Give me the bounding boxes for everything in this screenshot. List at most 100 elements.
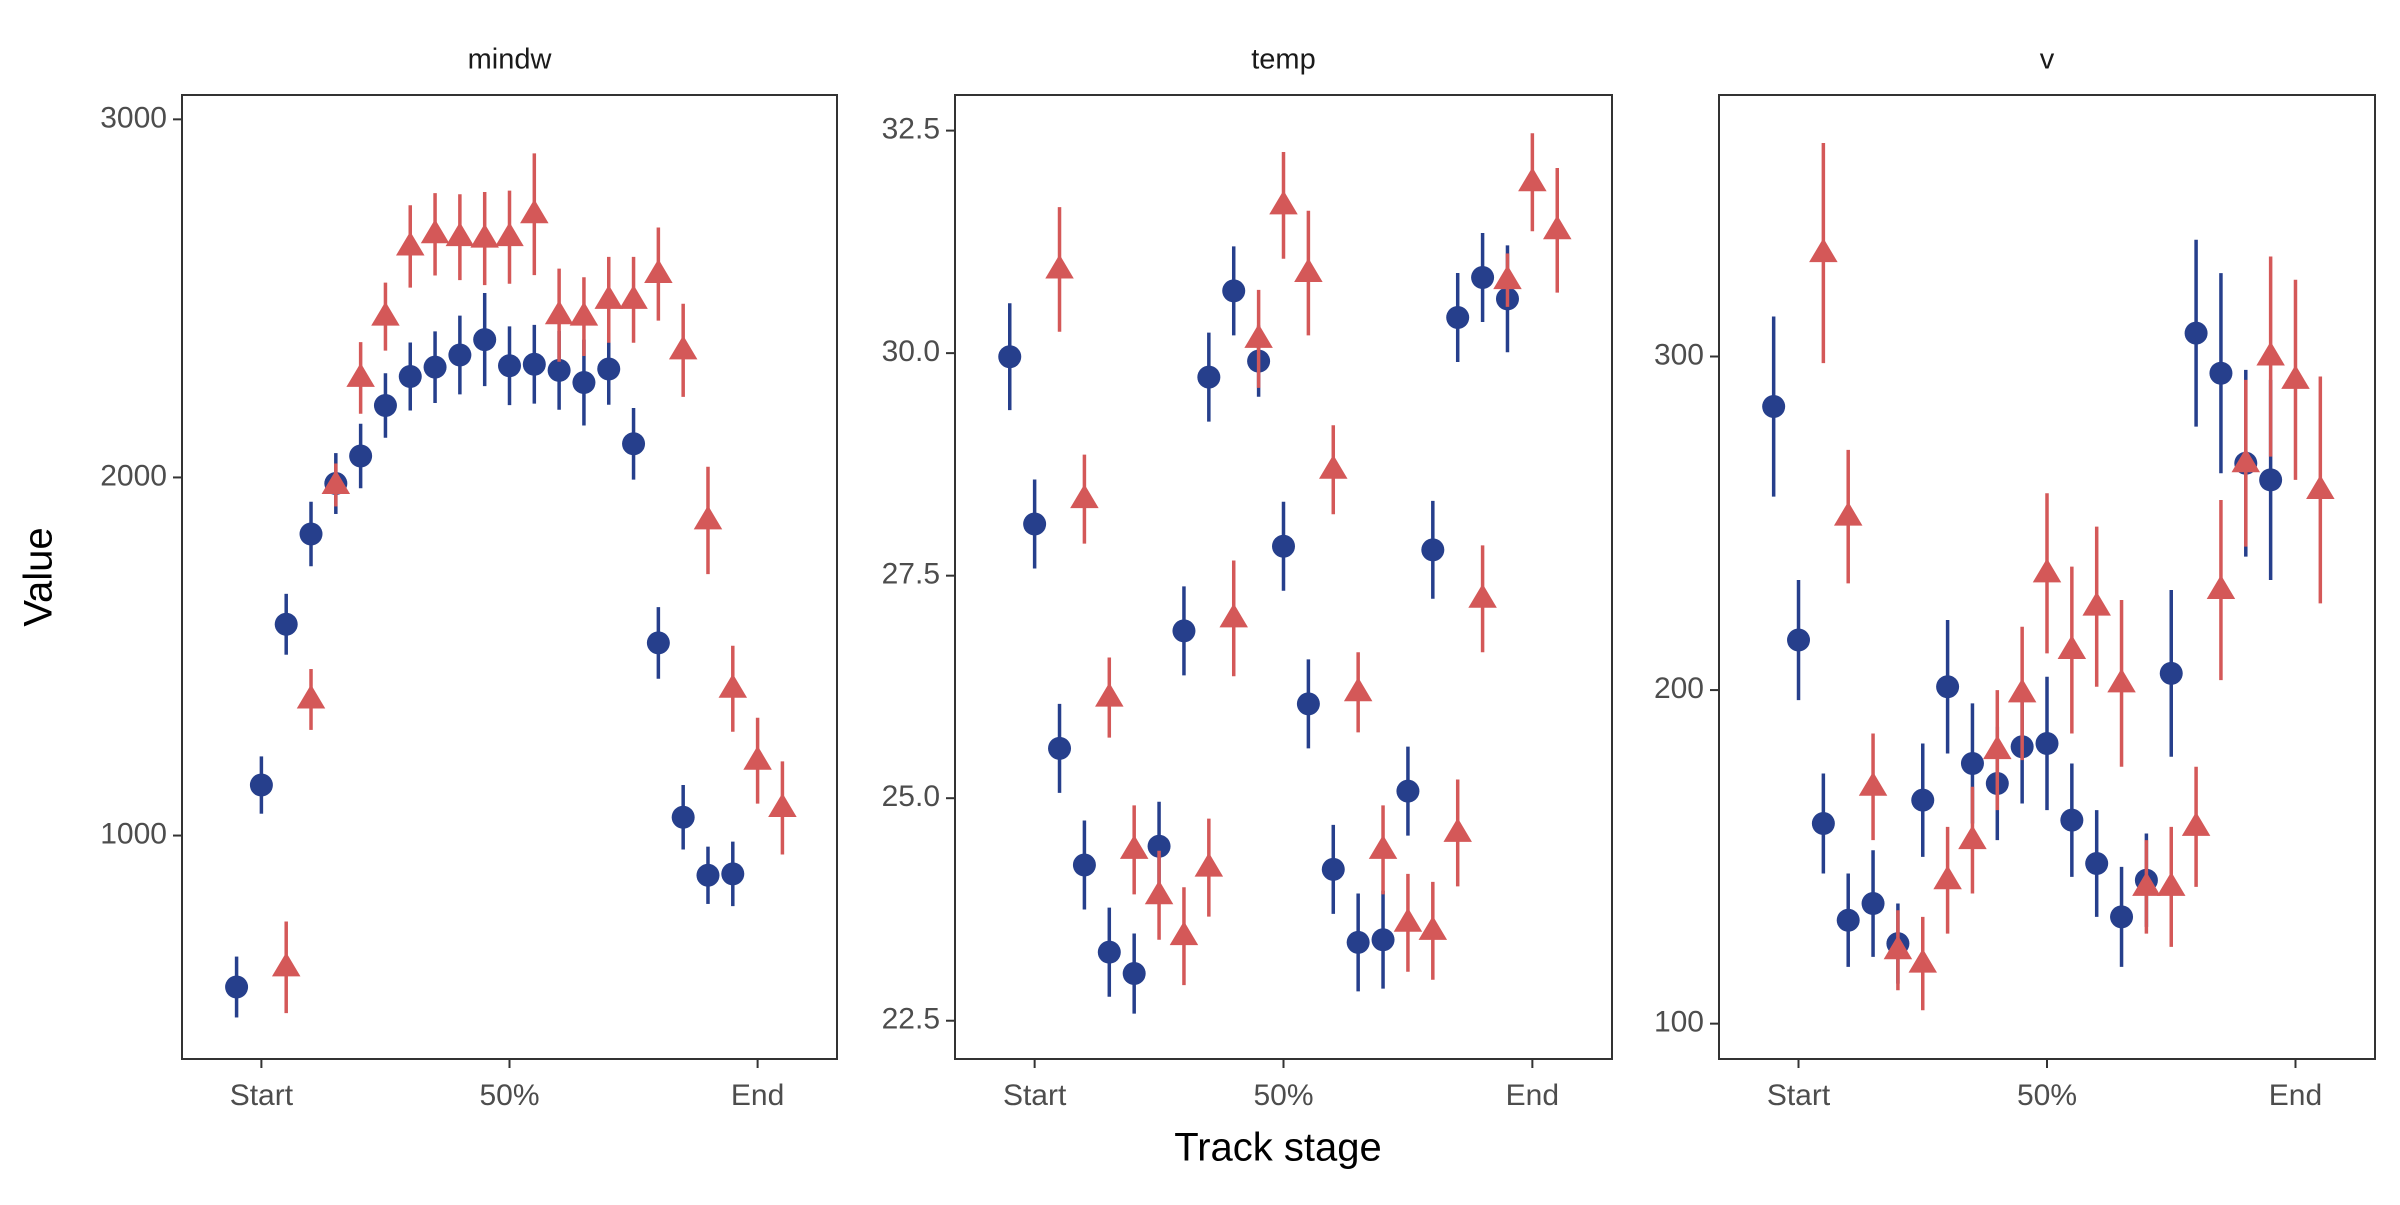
y-tick-label: 1000 <box>100 817 167 850</box>
triangle-marker <box>2156 871 2186 896</box>
triangle-marker <box>346 362 375 387</box>
x-tick-label: End <box>2269 1079 2322 1112</box>
circle-marker <box>696 863 720 887</box>
x-tick-label: 50% <box>2017 1079 2077 1112</box>
triangle-marker <box>1908 948 1938 973</box>
circle-marker <box>498 354 521 378</box>
circle-marker <box>1272 534 1295 558</box>
circle-marker <box>1296 692 1320 716</box>
triangle-marker <box>1543 215 1572 240</box>
circle-marker <box>1222 279 1246 303</box>
triangle-marker <box>743 745 772 770</box>
triangle-marker <box>1933 865 1962 890</box>
circle-marker <box>249 773 273 797</box>
circle-marker <box>473 328 497 352</box>
circle-marker <box>448 343 472 367</box>
triangle-marker <box>1169 921 1199 946</box>
circle-marker <box>1072 853 1096 877</box>
circle-marker <box>572 371 596 395</box>
triangle-marker <box>569 301 599 326</box>
circle-marker <box>1048 736 1072 760</box>
triangle-marker <box>544 300 574 325</box>
triangle-marker <box>1045 254 1074 279</box>
circle-marker <box>1446 306 1470 330</box>
triangle-marker <box>1518 167 1547 192</box>
circle-marker <box>299 522 323 546</box>
circle-marker <box>1960 751 1984 775</box>
triangle-marker <box>2007 678 2037 703</box>
circle-marker <box>274 612 298 636</box>
circle-marker <box>2085 852 2109 876</box>
circle-marker <box>1421 538 1445 562</box>
circle-marker <box>225 975 249 999</box>
triangle-marker <box>1244 323 1273 348</box>
y-tick-label: 3000 <box>100 101 167 134</box>
circle-marker <box>2184 321 2208 345</box>
circle-marker <box>1911 788 1935 812</box>
triangle-marker <box>619 284 648 309</box>
triangle-marker <box>2132 871 2161 896</box>
y-tick-label: 300 <box>1654 338 1704 371</box>
circle-marker <box>1147 834 1171 858</box>
circle-marker <box>2259 468 2283 492</box>
triangle-marker <box>2206 575 2236 600</box>
triangle-marker <box>2231 448 2261 473</box>
triangle-marker <box>1194 852 1224 877</box>
circle-marker <box>1097 940 1121 964</box>
triangle-marker <box>445 222 475 247</box>
triangle-marker <box>1144 880 1174 905</box>
circle-marker <box>1787 628 1811 652</box>
circle-marker <box>373 393 397 417</box>
triangle-marker <box>2057 635 2087 660</box>
y-tick-label: 30.0 <box>882 335 940 368</box>
x-tick-label: Start <box>1767 1079 1831 1112</box>
circle-marker <box>998 345 1022 369</box>
triangle-marker <box>271 952 301 977</box>
circle-marker <box>398 364 422 388</box>
triangle-marker <box>1343 677 1373 702</box>
panel-title: mindw <box>468 44 553 76</box>
triangle-marker <box>396 231 425 256</box>
triangle-marker <box>1368 834 1398 859</box>
triangle-marker <box>1983 735 2012 760</box>
x-tick-label: End <box>1506 1079 1559 1112</box>
triangle-marker <box>1833 501 1863 526</box>
circle-marker <box>423 355 447 379</box>
triangle-marker <box>2181 811 2211 836</box>
circle-marker <box>1936 675 1960 699</box>
triangle-marker <box>1070 484 1099 509</box>
triangle-marker <box>1269 190 1298 215</box>
circle-marker <box>671 805 695 829</box>
circle-marker <box>646 631 670 655</box>
triangle-marker <box>1095 682 1124 707</box>
y-tick-label: 200 <box>1654 672 1704 705</box>
triangle-marker <box>371 301 400 326</box>
circle-marker <box>1346 930 1370 954</box>
circle-marker <box>597 357 621 381</box>
circle-marker <box>721 862 745 886</box>
circle-marker <box>1172 619 1196 643</box>
circle-marker <box>2159 661 2183 685</box>
x-tick-label: Start <box>1003 1079 1067 1112</box>
triangle-marker <box>1958 825 1987 850</box>
triangle-marker <box>470 223 499 248</box>
triangle-marker <box>2281 364 2310 389</box>
triangle-marker <box>668 335 698 360</box>
y-tick-label: 22.5 <box>882 1003 940 1036</box>
triangle-marker <box>1319 454 1348 479</box>
triangle-marker <box>1883 935 1913 960</box>
circle-marker <box>1122 962 1146 986</box>
triangle-marker <box>644 259 673 284</box>
circle-marker <box>2060 808 2084 832</box>
triangle-marker <box>2306 474 2335 499</box>
triangle-marker <box>2107 668 2136 693</box>
triangle-marker <box>1493 265 1522 290</box>
y-tick-label: 100 <box>1654 1006 1704 1039</box>
circle-marker <box>1861 892 1885 916</box>
triangle-marker <box>2256 341 2285 366</box>
y-tick-label: 27.5 <box>882 558 940 591</box>
circle-marker <box>2035 731 2059 755</box>
triangle-marker <box>1294 258 1323 283</box>
triangle-marker <box>495 222 524 247</box>
